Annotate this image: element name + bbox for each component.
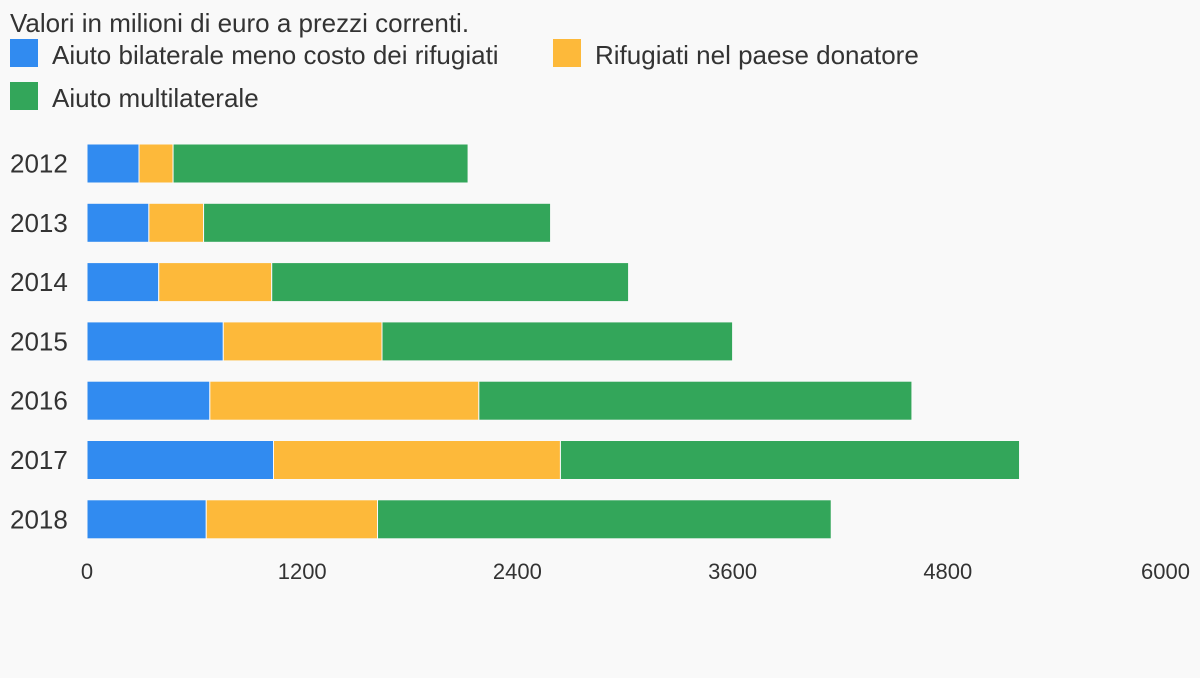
- bar-segment-multilateral-2015[interactable]: [381, 321, 734, 362]
- bar-segment-refugees-2017[interactable]: [273, 440, 561, 480]
- legend-item-multilateral[interactable]: Aiuto multilaterale: [10, 81, 259, 113]
- y-tick-label: 2016: [10, 386, 68, 416]
- bar-segment-multilateral-2013[interactable]: [203, 202, 552, 243]
- x-tick-label: 6000: [1141, 559, 1190, 584]
- x-tick-label: 1200: [278, 559, 327, 584]
- x-tick-label: 4800: [923, 559, 972, 584]
- bar-segment-multilateral-2018[interactable]: [377, 499, 832, 540]
- y-tick-label: 2013: [10, 208, 68, 238]
- legend-item-refugees[interactable]: Rifugiati nel paese donatore: [553, 38, 919, 70]
- y-tick-label: 2015: [10, 326, 68, 356]
- legend-item-bilateral[interactable]: Aiuto bilaterale meno costo dei rifugiat…: [10, 38, 499, 70]
- bar-segment-bilateral-2014[interactable]: [86, 262, 160, 303]
- x-tick-label: 0: [81, 559, 93, 584]
- bar-segment-bilateral-2017[interactable]: [86, 440, 275, 480]
- bar-segment-bilateral-2016[interactable]: [86, 380, 211, 421]
- legend-swatch-refugees: [553, 39, 581, 67]
- y-tick-label: 2014: [10, 267, 68, 297]
- legend-swatch-multilateral: [10, 82, 38, 110]
- y-tick-label: 2018: [10, 504, 68, 534]
- x-tick-label: 2400: [493, 559, 542, 584]
- legend-swatch-bilateral: [10, 39, 38, 67]
- bar-segment-bilateral-2018[interactable]: [86, 499, 207, 540]
- legend-label-bilateral: Aiuto bilaterale meno costo dei rifugiat…: [52, 40, 499, 70]
- bar-segment-multilateral-2014[interactable]: [271, 262, 630, 303]
- bar-segment-refugees-2013[interactable]: [148, 202, 205, 243]
- x-tick-label: 3600: [708, 559, 757, 584]
- chart-subtitle: Valori in milioni di euro a prezzi corre…: [10, 8, 470, 38]
- bar-segment-multilateral-2016[interactable]: [478, 380, 913, 421]
- bar-segment-bilateral-2012[interactable]: [86, 143, 140, 184]
- bar-segment-bilateral-2015[interactable]: [86, 321, 224, 362]
- bar-segment-refugees-2018[interactable]: [205, 499, 379, 540]
- bar-segment-refugees-2016[interactable]: [209, 380, 480, 421]
- bar-segment-refugees-2015[interactable]: [222, 321, 383, 362]
- bar-segment-refugees-2014[interactable]: [158, 262, 273, 303]
- legend-label-refugees: Rifugiati nel paese donatore: [595, 40, 919, 70]
- y-tick-label: 2017: [10, 445, 68, 475]
- y-tick-label: 2012: [10, 149, 68, 179]
- bar-segment-multilateral-2012[interactable]: [172, 143, 469, 184]
- bar-segment-multilateral-2017[interactable]: [559, 440, 1021, 480]
- bar-segment-bilateral-2013[interactable]: [86, 202, 150, 243]
- legend-label-multilateral: Aiuto multilaterale: [52, 83, 259, 113]
- bar-segment-refugees-2012[interactable]: [138, 143, 174, 184]
